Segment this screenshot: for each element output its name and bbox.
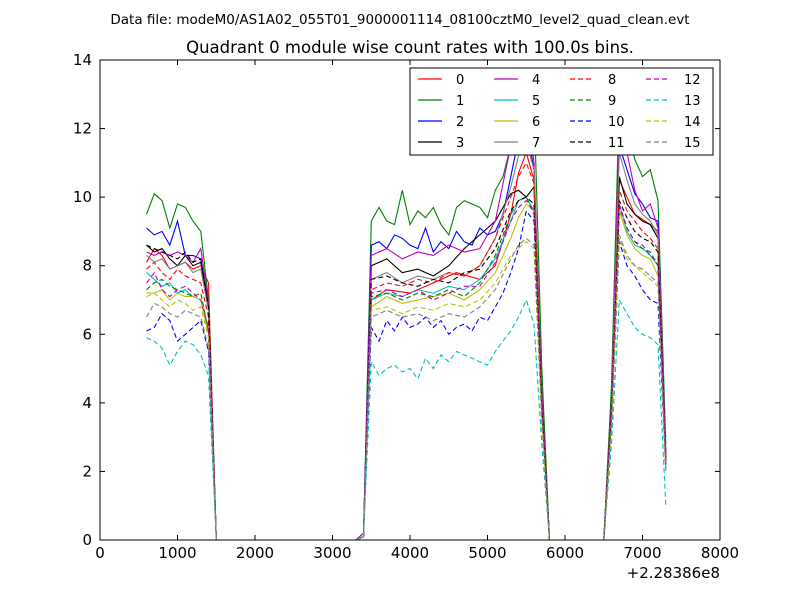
legend-label-6: 6 [532,115,540,130]
legend-label-8: 8 [608,73,616,88]
series-line-9 [146,196,667,541]
x-tick-label: 4000 [391,544,429,562]
x-tick-label: 0 [95,544,105,562]
legend-label-13: 13 [684,94,701,109]
series-line-5 [146,196,667,541]
series-line-12 [146,199,667,541]
legend-label-12: 12 [684,73,701,88]
legend-label-3: 3 [456,136,464,151]
legend-label-7: 7 [532,136,540,151]
y-tick-label: 4 [82,394,92,412]
legend-label-15: 15 [684,136,701,151]
plot-area [145,75,667,541]
series-line-0 [146,150,667,541]
y-tick-label: 14 [73,51,92,69]
x-tick-label: 2000 [236,544,274,562]
legend-label-14: 14 [684,115,701,130]
legend-label-2: 2 [456,115,464,130]
series-line-11 [146,196,667,541]
x-tick-label: 6000 [546,544,584,562]
x-tick-label: 5000 [468,544,506,562]
legend-label-1: 1 [456,94,464,109]
series-line-14 [146,238,667,541]
x-tick-label: 3000 [313,544,351,562]
y-tick-label: 10 [73,188,92,206]
y-tick-label: 0 [82,531,92,549]
legend-label-4: 4 [532,73,540,88]
series-line-13 [146,298,667,541]
legend-label-5: 5 [532,94,540,109]
x-tick-label: 8000 [701,544,739,562]
legend-label-0: 0 [456,73,464,88]
y-tick-label: 12 [73,120,92,138]
x-tick-label: 7000 [623,544,661,562]
y-tick-label: 6 [82,325,92,343]
series-line-10 [146,209,667,541]
series-line-6 [146,203,667,541]
series-line-15 [146,234,667,541]
chart-title: Quadrant 0 module wise count rates with … [186,38,634,57]
series-line-3 [146,176,667,541]
y-tick-label: 8 [82,257,92,275]
series-line-7 [146,140,667,541]
legend-label-11: 11 [608,136,625,151]
x-axis: 0 1000 2000 3000 4000 5000 6000 7000 8000 [95,60,739,562]
figure-suptitle: Data file: modeM0/AS1A02_055T01_90000011… [110,12,689,28]
legend-label-9: 9 [608,94,616,109]
x-offset-label: +2.28386e8 [627,564,720,582]
series-line-8 [146,161,667,541]
y-tick-label: 2 [82,462,92,480]
series-line-4 [146,92,667,541]
legend-label-10: 10 [608,115,625,130]
series-line-2 [146,123,667,541]
legend-box [409,67,714,156]
x-tick-label: 1000 [158,544,196,562]
